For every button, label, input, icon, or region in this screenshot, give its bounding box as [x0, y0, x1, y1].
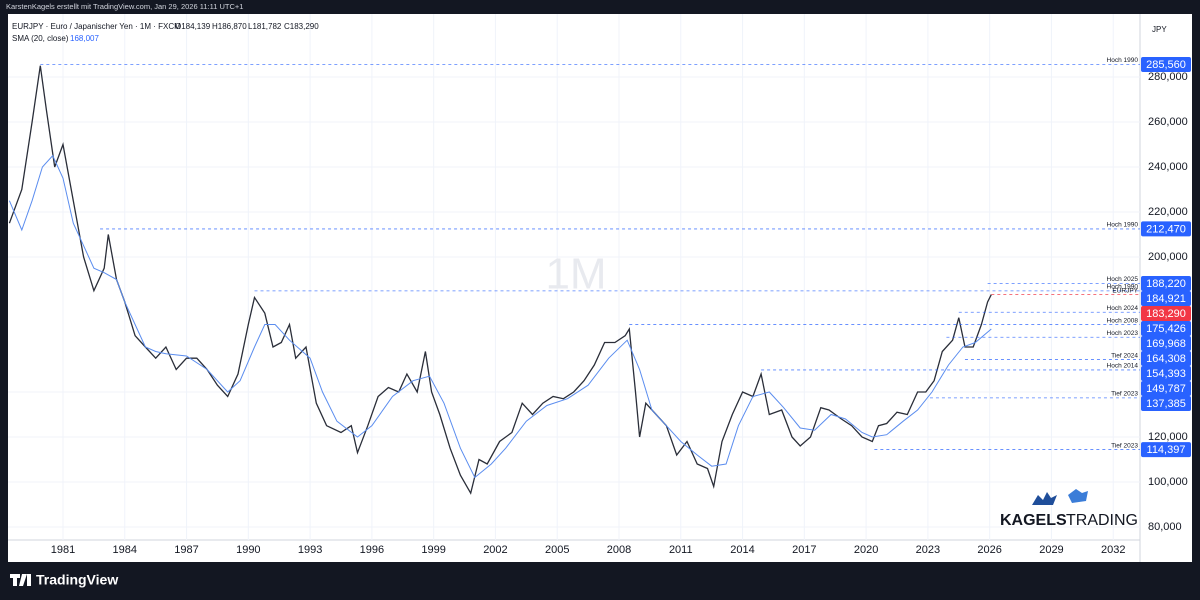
footer-icon: [10, 574, 31, 586]
x-tick-label: 2008: [607, 544, 631, 556]
price-level-name: Hoch 1990: [1107, 284, 1139, 291]
footer-brand: TradingView: [36, 572, 118, 588]
ohlc-high: H186,870: [212, 22, 247, 31]
price-line: [8, 65, 992, 495]
x-tick-label: 1984: [113, 544, 137, 556]
sma-line: [8, 154, 992, 479]
price-tag-label: 169,968: [1146, 338, 1186, 350]
price-tag: [1141, 305, 1191, 321]
logo-text: KAGELS: [1000, 512, 1067, 529]
y-tick-label: 220,000: [1148, 206, 1188, 218]
x-tick-label: 2020: [854, 544, 878, 556]
grid: [8, 14, 1140, 540]
price-tag: [1141, 320, 1191, 336]
price-tag-label: 164,308: [1146, 353, 1186, 365]
symbol: EURJPY · Euro / Japanischer Yen · 1M · F…: [12, 22, 181, 31]
x-tick-label: 2023: [916, 544, 940, 556]
watermark: 1M: [545, 250, 606, 299]
logo-text: TRADING: [1066, 512, 1138, 529]
logo-bull: [1032, 492, 1057, 505]
x-tick-label: 2005: [545, 544, 569, 556]
logo: KAGELS TRADING: [1000, 489, 1138, 529]
x-tick-label: 2002: [483, 544, 507, 556]
x-tick-label: 2017: [792, 544, 816, 556]
price-level-name: Hoch 1990: [1107, 222, 1139, 229]
ohlc-close: C183,290: [284, 22, 319, 31]
price-tag: [1141, 442, 1191, 458]
axis: 1981 1984 1987 1990 1993 1996 1999 2002 2005 2008…: [51, 56, 1191, 556]
price-tag-label: 184,921: [1146, 293, 1186, 305]
price-tag: [1141, 365, 1191, 381]
price-tag: [1141, 221, 1191, 237]
price-tag-label: 175,426: [1146, 323, 1186, 335]
price-level-name: Hoch 2008: [1107, 317, 1139, 324]
price-tag-label: 188,220: [1146, 278, 1186, 290]
price-tag-label: 183,290: [1146, 308, 1186, 320]
price-tag-label: 154,393: [1146, 368, 1186, 380]
price-level-name: Hoch 2025: [1107, 276, 1139, 283]
indicator-value: 168,007: [70, 34, 99, 43]
caption: KarstenKagels erstellt mit TradingView.c…: [6, 2, 243, 11]
y-tick-label: 280,000: [1148, 71, 1188, 83]
price-tag: [1141, 275, 1191, 291]
x-tick-label: 1999: [421, 544, 445, 556]
x-tick-label: 1996: [360, 544, 384, 556]
indicator: SMA (20, close): [12, 34, 69, 43]
price-tag: [1141, 395, 1191, 411]
x-tick-label: 2014: [730, 544, 754, 556]
ohlc-low: L181,782: [248, 22, 282, 31]
price-tag-label: 285,560: [1146, 59, 1186, 71]
price-level-name: Tief 2023: [1111, 391, 1138, 398]
price-tag: [1141, 350, 1191, 366]
y-tick-label: 240,000: [1148, 161, 1188, 173]
logo-bear: [1068, 489, 1088, 503]
price-level-name: Hoch 2023: [1107, 330, 1139, 337]
y-tick-label: 260,000: [1148, 116, 1188, 128]
x-tick-label: 2029: [1039, 544, 1063, 556]
y-tick-label: 100,000: [1148, 476, 1188, 488]
price-tag-label: 212,470: [1146, 223, 1186, 235]
price-tag: [1141, 290, 1191, 306]
ohlc-open: O184,139: [175, 22, 211, 31]
price-level-name: Hoch 2014: [1107, 363, 1139, 370]
price-tag: [1141, 380, 1191, 396]
price-tag-label: 149,787: [1146, 383, 1186, 395]
x-tick-label: 1993: [298, 544, 322, 556]
x-tick-label: 2011: [669, 544, 693, 556]
price-level-name: Tief 2024: [1111, 352, 1138, 359]
chart-panel: [8, 14, 1192, 562]
x-tick-label: 1981: [51, 544, 75, 556]
x-tick-label: 2026: [977, 544, 1001, 556]
y-tick-label: 80,000: [1148, 521, 1182, 533]
price-tag-label: 114,397: [1147, 444, 1186, 456]
price-level-name: Hoch 2024: [1107, 305, 1139, 312]
price-level-name: EURJPY: [1112, 287, 1138, 294]
x-tick-label: 1987: [174, 544, 198, 556]
x-tick-label: 1990: [236, 544, 260, 556]
price-tag-label: 137,385: [1146, 398, 1186, 410]
currency: JPY: [1152, 25, 1167, 34]
price-tag: [1141, 56, 1191, 72]
price-level-name: Hoch 1990: [1107, 57, 1139, 64]
y-tick-label: 120,000: [1148, 431, 1188, 443]
price-level-name: Tief 2023: [1111, 442, 1138, 449]
x-tick-label: 2032: [1101, 544, 1125, 556]
price-tag: [1141, 335, 1191, 351]
y-tick-label: 200,000: [1148, 251, 1188, 263]
